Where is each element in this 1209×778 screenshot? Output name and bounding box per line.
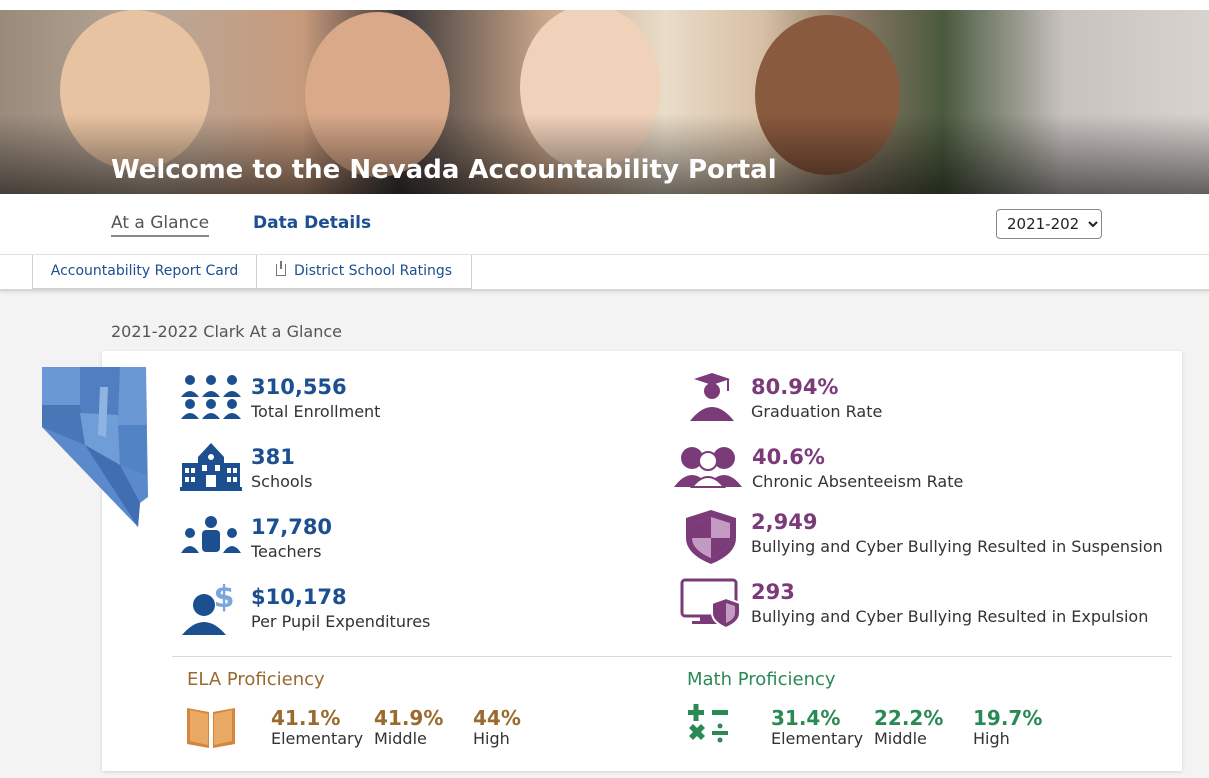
sub-tabs: Accountability Report Card District Scho… [0,255,1209,291]
math-proficiency-title: Math Proficiency [687,669,836,690]
ela-elementary-value: 41.1% [271,706,341,730]
subtab-label: Accountability Report Card [50,263,239,279]
stat-label: Bullying and Cyber Bullying Resulted in … [751,607,1149,626]
stat-value: 2,949 [751,510,818,534]
year-select[interactable]: 2021-2022 [996,209,1102,239]
tab-accountability-report-card[interactable]: Accountability Report Card [32,255,257,289]
hero-banner: Welcome to the Nevada Accountability Por… [0,0,1209,194]
subtab-label: District School Ratings [293,263,453,279]
stat-label: Teachers [251,542,322,561]
stat-label: Per Pupil Expenditures [251,612,431,631]
monitor-shield-icon [680,578,741,630]
stat-label: Chronic Absenteeism Rate [752,472,964,491]
stat-label: Schools [251,472,313,491]
svg-text:$: $ [214,583,235,615]
stat-label: Bullying and Cyber Bullying Resulted in … [751,537,1163,556]
stat-value: 381 [251,445,295,469]
download-icon [275,261,286,276]
glance-card [102,351,1182,771]
stat-value: 310,556 [251,375,347,399]
ela-proficiency-title: ELA Proficiency [187,669,325,690]
students-icon [181,375,241,419]
ela-middle-label: Middle [374,729,427,748]
stat-value: 40.6% [752,445,825,469]
math-high-label: High [973,729,1010,748]
ela-high-label: High [473,729,510,748]
math-high-value: 19.7% [973,706,1043,730]
main-nav: At a Glance Data Details 2021-2022 [0,194,1209,255]
math-elementary-value: 31.4% [771,706,841,730]
page-title: Welcome to the Nevada Accountability Por… [111,155,777,185]
glance-heading: 2021-2022 Clark At a Glance [111,322,342,341]
stat-value: $10,178 [251,585,347,609]
tab-at-a-glance[interactable]: At a Glance [111,213,210,237]
teachers-icon [181,516,241,553]
stat-label: Total Enrollment [251,402,381,421]
stat-value: 293 [751,580,795,604]
tab-district-school-ratings[interactable]: District School Ratings [256,255,472,289]
graduate-icon [690,373,734,421]
ela-elementary-label: Elementary [271,729,364,748]
divider [172,656,1172,657]
shield-icon [686,510,736,564]
math-middle-label: Middle [874,729,927,748]
math-operators-icon [688,704,728,743]
stat-value: 17,780 [251,515,333,539]
dollar-person-icon: $ [182,583,235,635]
group-icon [674,447,742,488]
math-elementary-label: Elementary [771,729,864,748]
ela-middle-value: 41.9% [374,706,444,730]
stat-value: 80.94% [751,375,839,399]
ela-high-value: 44% [473,706,521,730]
stat-label: Graduation Rate [751,402,883,421]
nevada-map-icon [42,367,148,527]
book-icon [187,708,235,748]
math-middle-value: 22.2% [874,706,944,730]
tab-data-details[interactable]: Data Details [253,213,372,233]
school-building-icon [180,443,242,491]
